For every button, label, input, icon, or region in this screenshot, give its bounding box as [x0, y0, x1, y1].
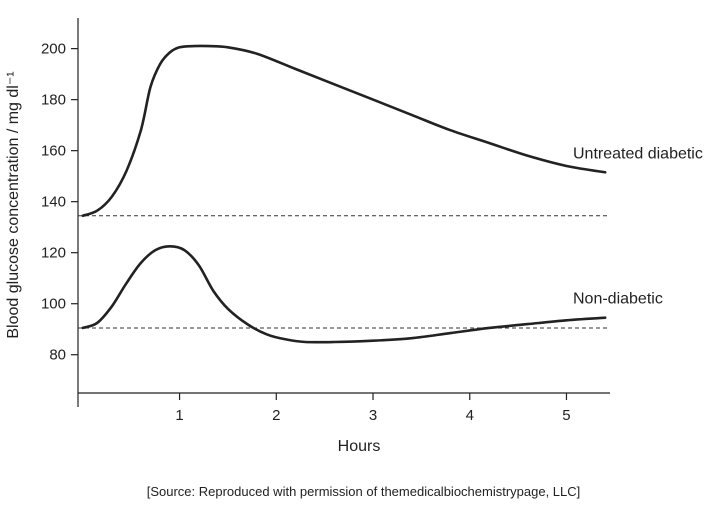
x-tick-label-5: 5 — [562, 407, 570, 424]
series-group: Untreated diabetic Non-diabetic — [81, 44, 703, 344]
x-tick-label-4: 4 — [466, 407, 474, 424]
series-line-untreated-diabetic — [81, 44, 607, 217]
y-tick-label-180: 180 — [41, 92, 66, 109]
y-tick-label-160: 160 — [41, 143, 66, 160]
x-tick-label-2: 2 — [272, 407, 280, 424]
x-tick-label-1: 1 — [175, 407, 183, 424]
y-tick-label-80: 80 — [49, 347, 66, 364]
y-tick-label-100: 100 — [41, 296, 66, 313]
series-line-non-diabetic — [81, 245, 607, 344]
series-label-non-diabetic: Non-diabetic — [573, 291, 663, 308]
y-tick-label-200: 200 — [41, 41, 66, 58]
chart-axes — [77, 18, 610, 407]
tick-group: 80 100 120 140 160 180 200 1 2 3 4 5 — [41, 41, 571, 424]
source-note: [Source: Reproduced with permission of t… — [146, 484, 581, 499]
x-axis-label: Hours — [338, 438, 381, 455]
y-tick-label-120: 120 — [41, 245, 66, 262]
y-tick-label-140: 140 — [41, 194, 66, 211]
baseline-group — [78, 215, 610, 329]
series-label-untreated-diabetic: Untreated diabetic — [573, 145, 703, 162]
y-axis-label: Blood glucose concentration / mg dl⁻¹ — [5, 71, 22, 338]
x-tick-label-3: 3 — [369, 407, 377, 424]
